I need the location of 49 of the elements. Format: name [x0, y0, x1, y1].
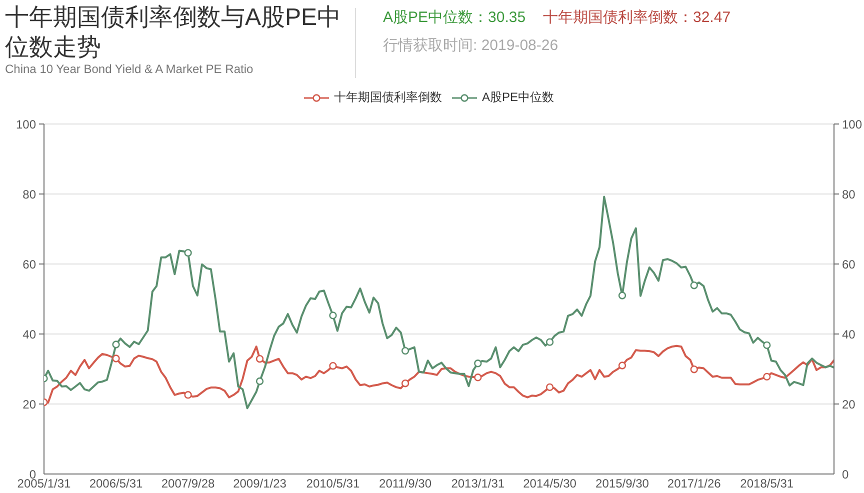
point: [474, 360, 482, 368]
chart-title: 十年期国债利率倒数与A股PE中位数走势: [5, 3, 342, 63]
x-tick-label: 2015/9/30: [596, 476, 650, 491]
y2-tick-label: 100: [842, 117, 862, 132]
point: [763, 372, 771, 381]
point: [474, 374, 482, 382]
point: [184, 248, 192, 257]
point: [546, 338, 554, 346]
x-tick-label: 2018/5/31: [740, 476, 794, 491]
x-tick-label: 2006/5/31: [89, 476, 144, 491]
x-tick-label: 2014/5/30: [523, 476, 577, 491]
y2-tick-label: 40: [842, 327, 856, 342]
point: [546, 383, 554, 392]
x-tick-label: 2010/5/31: [306, 476, 360, 491]
x-tick-label: 2013/1/31: [451, 476, 505, 491]
y-tick-label: 20: [22, 397, 36, 412]
legend-label: A股PE中位数: [482, 89, 554, 106]
point: [112, 354, 120, 362]
point: [401, 346, 410, 355]
point: [618, 292, 626, 300]
point: [329, 362, 337, 370]
y2-tick-label: 80: [842, 187, 856, 202]
x-tick-label: 2007/9/28: [161, 476, 216, 491]
point: [690, 366, 698, 374]
point: [763, 341, 771, 350]
point: [184, 391, 192, 399]
y-tick-label: 100: [16, 117, 36, 132]
text: 十年期国债利率倒数：32.47: [543, 8, 731, 27]
text: 行情获取时间: 2019-08-26: [383, 36, 558, 55]
x-tick-label: 2009/1/23: [233, 476, 287, 491]
point: [690, 282, 698, 290]
point: [256, 377, 264, 386]
point: [401, 380, 410, 388]
y2-tick-label: 0: [842, 467, 849, 482]
y-tick-label: 80: [22, 187, 36, 202]
point: [112, 340, 120, 348]
y2-tick-label: 20: [842, 397, 856, 412]
point: [256, 355, 264, 363]
y-tick-label: 40: [22, 327, 36, 342]
point: [618, 362, 626, 370]
text: A股PE中位数：30.35: [383, 8, 526, 27]
y-tick-label: 60: [22, 257, 36, 272]
x-tick-label: 2017/1/26: [667, 476, 722, 491]
legend-label: 十年期国债利率倒数: [334, 89, 442, 106]
y2-tick-label: 60: [842, 257, 856, 272]
x-tick-label: 2011/9/30: [379, 476, 432, 491]
point: [329, 312, 337, 320]
chart-subtitle: China 10 Year Bond Yield & A Market PE Ratio: [5, 62, 254, 76]
line-series: [44, 196, 834, 410]
